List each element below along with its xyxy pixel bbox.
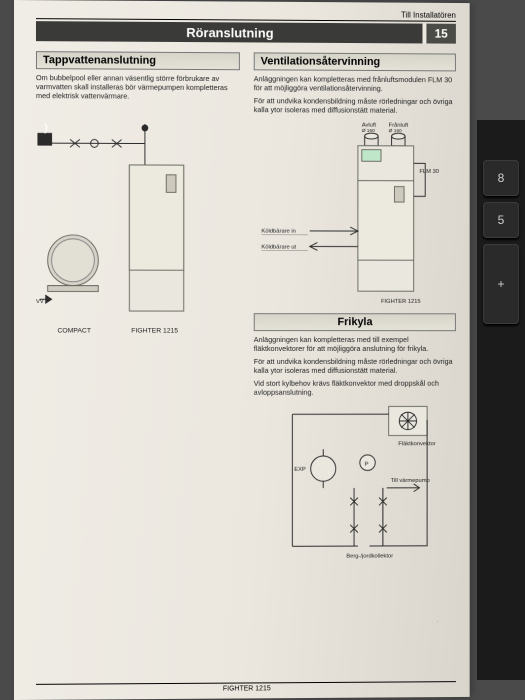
left-column: Tappvattenanslutning Om bubbelpool eller… xyxy=(36,51,240,567)
label-d160a: Ø 160 xyxy=(362,129,375,135)
page-title: Röranslutning xyxy=(36,21,423,43)
label-avluft: Avluft xyxy=(362,123,377,129)
paragraph: Anläggningen kan kompletteras med frånlu… xyxy=(254,74,456,93)
figure-tap-water: VV COMPACT FIGHTER 1215 xyxy=(36,104,240,348)
manual-page: Till Installatören Röranslutning 15 Tapp… xyxy=(14,0,470,700)
label-d160b: Ø 160 xyxy=(389,129,402,135)
paragraph: Anläggningen kan kompletteras med till e… xyxy=(254,335,456,353)
label-p: P xyxy=(365,462,369,468)
key-5[interactable]: 5 xyxy=(483,202,519,238)
key-plus[interactable]: + xyxy=(483,244,519,324)
paragraph: Om bubbelpool eller annan väsentlig stör… xyxy=(36,73,240,101)
paragraph: För att undvika kondensbildning måste rö… xyxy=(254,96,456,115)
caption-compact: COMPACT xyxy=(57,328,91,335)
section-heading-frikyla: Frikyla xyxy=(254,313,456,331)
key-8[interactable]: 8 xyxy=(483,160,519,196)
section-heading-ventilation: Ventilationsåtervinning xyxy=(254,52,456,71)
paragraph: Vid stort kylbehov krävs fläktkonvektor … xyxy=(254,379,456,397)
caption-fighter-2: FIGHTER 1215 xyxy=(381,299,421,305)
label-collector: Berg-/jordkollektor xyxy=(346,554,393,560)
label-exp: EXP xyxy=(294,467,306,473)
page-number: 15 xyxy=(422,24,455,44)
right-column: Ventilationsåtervinning Anläggningen kan… xyxy=(254,52,456,566)
title-bar: Röranslutning 15 xyxy=(36,21,456,44)
audience-label: Till Installatören xyxy=(36,8,456,22)
caption-fighter: FIGHTER 1215 xyxy=(131,328,178,335)
paragraph: För att undvika kondensbildning måste rö… xyxy=(254,357,456,375)
label-franluft: Frånluft xyxy=(389,122,409,129)
label-vv: VV xyxy=(36,299,44,305)
label-kb-in: Köldbärare in xyxy=(261,229,295,235)
figure-frikyla: Fläktkonvektor EXP P Till värmepump Berg… xyxy=(254,401,456,566)
page-footer: FIGHTER 1215 xyxy=(36,681,456,694)
section-heading-tap-water: Tappvattenanslutning xyxy=(36,51,240,70)
label-to-heatpump: Till värmepump xyxy=(391,478,430,484)
figure-ventilation: Avluft Frånluft Ø 160 Ø 160 FLM 30 Köldb… xyxy=(254,119,456,313)
label-flm30: FLM 30 xyxy=(419,170,439,176)
label-kb-ut: Köldbärare ut xyxy=(261,245,296,251)
keyboard-edge: 8 5 + xyxy=(477,120,525,680)
label-fan-convector: Fläktkonvektor xyxy=(398,441,435,447)
